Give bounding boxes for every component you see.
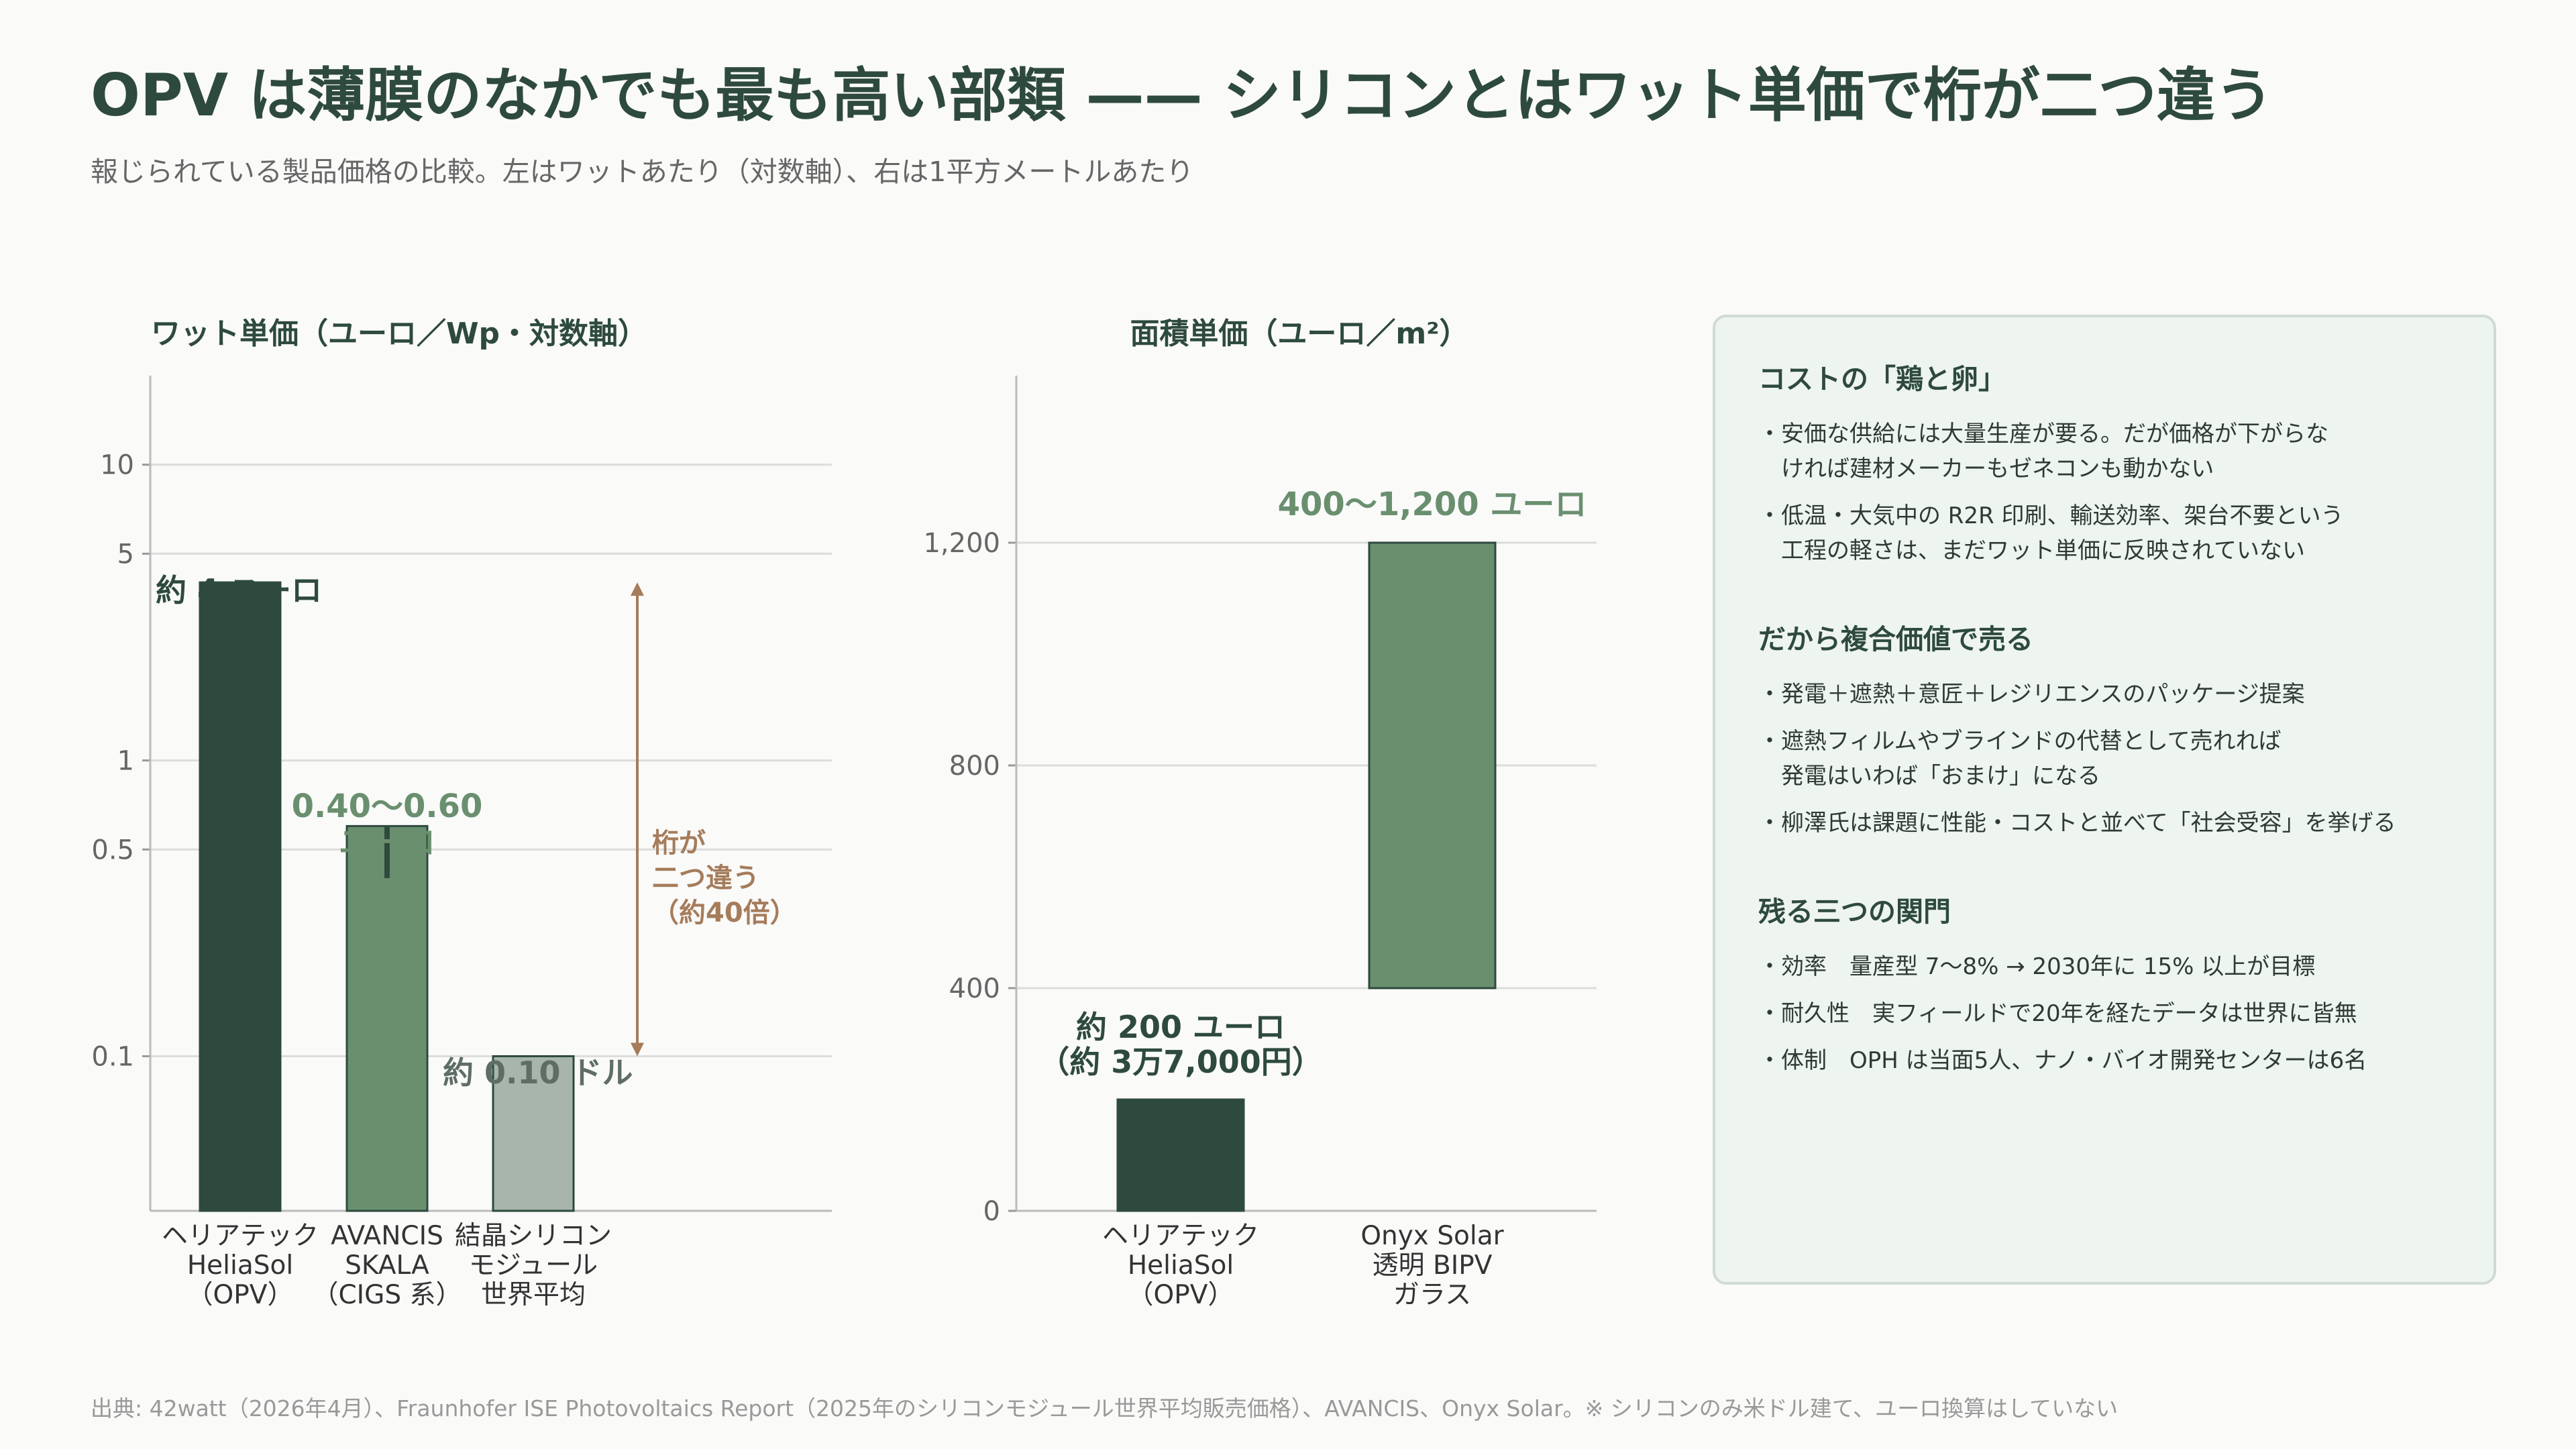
y-tick-label: 10 (100, 450, 134, 481)
chart-price-per-area: 面積単価（ユーロ／m²） 0 400 800 1,200 ヘリアテック HeliaSol （O… (923, 317, 1597, 1310)
panel-bullet-item: ・効率 量産型 7〜8% → 2030年に 15% 以上が目標 (1758, 953, 2316, 980)
panel-bullet-item: ・発電＋遮熱＋意匠＋レジリエンスのパッケージ提案 (1758, 681, 2305, 708)
arrow-down-icon (631, 1042, 644, 1057)
panel-section: だから複合価値で売る・発電＋遮熱＋意匠＋レジリエンスのパッケージ提案・遮熱フィル… (1758, 616, 2451, 841)
category-label: 結晶シリコンモジュール世界平均 (455, 1221, 612, 1310)
data-label: 0.40〜0.60 ユーロ (292, 788, 483, 861)
panel-section: コストの「鶏と卵」・安価な供給には大量生産が要る。だが価格が下がらな ければ建材… (1758, 356, 2451, 568)
panel-bullet-item: ・遮熱フィルムやブラインドの代替として売れれば 発電はいわば「おまけ」になる (1758, 728, 2282, 790)
bar (1116, 1098, 1245, 1212)
category-label: AVANCIS SKALA （CIGS 系） (312, 1221, 462, 1310)
chart-price-per-watt: ワット単価（ユーロ／Wp・対数軸） 0.1 0.5 1 5 10 ヘリアテック HeliaSo… (91, 317, 832, 1310)
panel-section-title: コストの「鶏と卵」 (1758, 363, 2006, 395)
panel-bullet-item: ・安価な供給には大量生産が要る。だが価格が下がらな ければ建材メーカーもゼネコン… (1758, 421, 2328, 482)
y-tick-label: 5 (117, 539, 134, 570)
bar (1368, 541, 1497, 989)
y-tick-label: 1 (117, 746, 134, 777)
arrow-up-icon (631, 582, 644, 596)
annotation-label: 桁が二つ違う（約40倍） (652, 828, 797, 928)
y-tick-label: 0.5 (91, 835, 134, 865)
data-label: 約 200 ユーロ（約 3万7,000円） (1038, 1009, 1323, 1080)
data-label: 約 4 ユーロ (156, 572, 322, 608)
panel-section-title: 残る三つの関門 (1758, 896, 1951, 928)
y-tick-label: 400 (949, 973, 1000, 1004)
y-tick-label: 1,200 (923, 528, 1000, 559)
panel-bullet-item: ・体制 OPH は当面5人、ナノ・バイオ開発センターは6名 (1758, 1047, 2367, 1074)
category-label: Onyx Solar 透明 BIPV ガラス (1360, 1221, 1504, 1310)
data-label: 約 0.10 ドル (443, 1055, 633, 1091)
panel-bullet-item: ・耐久性 実フィールドで20年を経たデータは世界に皆無 (1758, 1000, 2357, 1027)
data-label: 400〜1,200 ユーロ (1278, 486, 1587, 523)
y-tick-label: 0 (983, 1196, 1000, 1227)
panel-bullet-item: ・柳澤氏は課題に性能・コストと並べて「社会受容」を挙げる (1758, 810, 2396, 837)
source-footer: 出典: 42watt（2026年4月）、Fraunhofer ISE Photo… (91, 1395, 2118, 1421)
info-panel: コストの「鶏と卵」・安価な供給には大量生産が要る。だが価格が下がらな ければ建材… (1713, 315, 2496, 1285)
chart-title: ワット単価（ユーロ／Wp・対数軸） (151, 317, 647, 351)
page-title: OPV は薄膜のなかでも最も高い部類 —— シリコンとはワット単価で桁が二つ違う (91, 61, 2273, 129)
y-tick-label: 800 (949, 751, 1000, 782)
category-label: ヘリアテック HeliaSol （OPV） (162, 1221, 319, 1310)
bar (345, 824, 429, 1212)
y-tick-label: 0.1 (91, 1041, 134, 1072)
chart-title: 面積単価（ユーロ／m²） (1130, 317, 1468, 351)
panel-bullet-item: ・低温・大気中の R2R 印刷、輸送効率、架台不要という 工程の軽さは、まだワッ… (1758, 502, 2344, 564)
panel-section-title: だから複合価値で売る (1758, 623, 2033, 655)
bar (492, 1055, 575, 1212)
page-subtitle: 報じられている製品価格の比較。左はワットあたり（対数軸）、右は1平方メートルあた… (91, 156, 1194, 188)
panel-section: 残る三つの関門・効率 量産型 7〜8% → 2030年に 15% 以上が目標・耐… (1758, 889, 2451, 1078)
bar (199, 581, 282, 1212)
category-label: ヘリアテック HeliaSol （OPV） (1102, 1221, 1259, 1310)
